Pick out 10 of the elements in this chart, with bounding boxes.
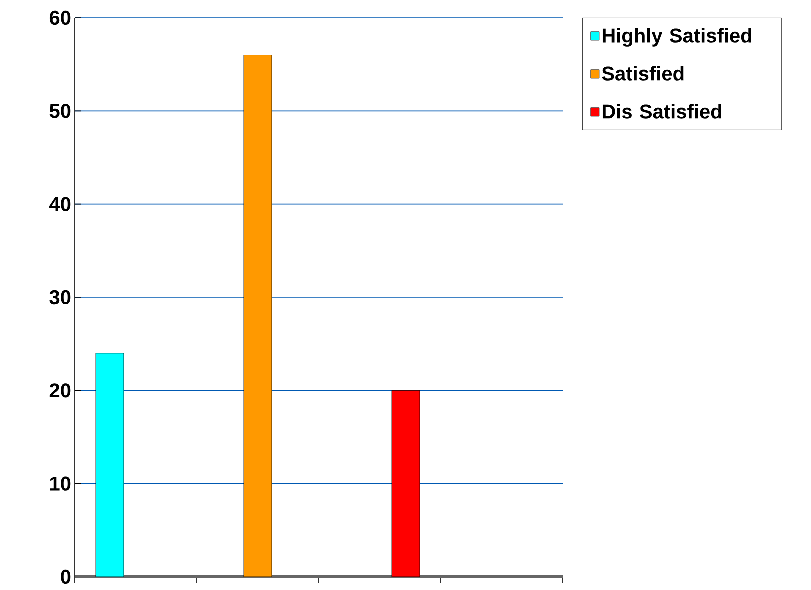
y-tick-label: 60 (50, 10, 71, 26)
y-tick-label: 10 (50, 476, 71, 491)
legend-label: Dis Satisfied (602, 104, 722, 119)
legend-label: Highly Satisfied (602, 28, 752, 47)
y-tick-label: 0 (61, 570, 71, 584)
legend-label: Satisfied (602, 66, 684, 81)
y-tick-label: 30 (50, 290, 71, 305)
y-tick-label: 20 (50, 384, 71, 398)
y-tick-label: 40 (50, 197, 71, 212)
y-tick-label: 50 (50, 104, 71, 118)
